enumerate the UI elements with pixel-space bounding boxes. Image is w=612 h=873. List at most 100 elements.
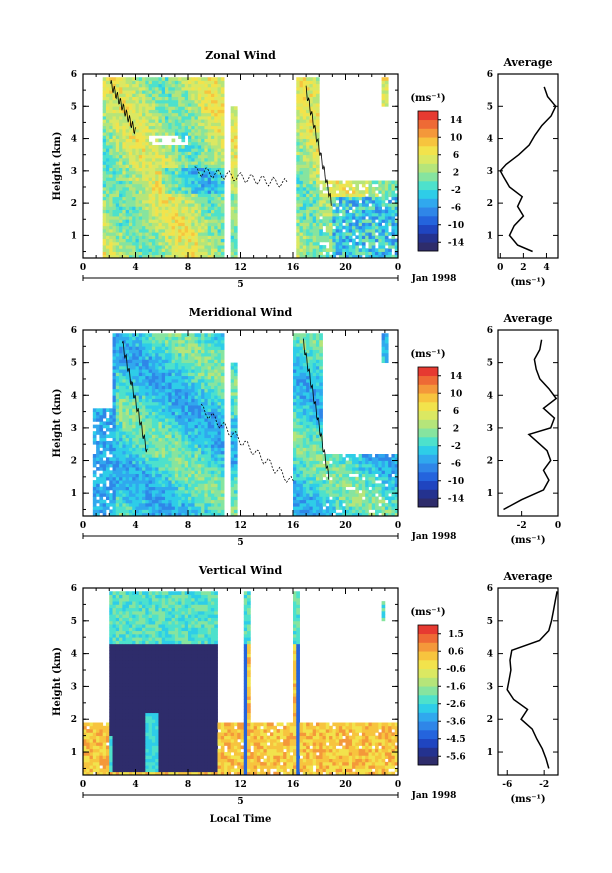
heatmap-cell (174, 496, 179, 501)
heatmap-cell (128, 411, 133, 416)
heatmap-cell (178, 196, 182, 201)
heatmap-cell (184, 86, 189, 91)
heatmap-cell (194, 186, 199, 191)
colorbar-swatch (418, 224, 438, 234)
heatmap-cell (92, 454, 97, 458)
heatmap-cell (233, 196, 238, 201)
heatmap-cell (168, 177, 172, 181)
heatmap-cell (302, 225, 307, 230)
heatmap-cell (102, 106, 107, 110)
heatmap-cell (171, 467, 176, 471)
heatmap-cell (371, 222, 376, 227)
heatmap-cell (122, 103, 127, 107)
heatmap-cell (184, 216, 189, 220)
heatmap-cell (138, 437, 143, 442)
heatmap-cell (119, 457, 123, 461)
heatmap-cell (142, 496, 146, 501)
heatmap-cell (181, 96, 186, 101)
heatmap-cell (230, 148, 235, 152)
heatmap-cell (194, 447, 199, 452)
heatmap-cell (204, 96, 209, 101)
heatmap-cell (220, 148, 225, 152)
heatmap-cell (112, 232, 117, 236)
heatmap-cell (158, 388, 163, 393)
heatmap-cell (214, 148, 218, 152)
heatmap-cell (306, 235, 310, 240)
heatmap-cell (115, 395, 120, 399)
heatmap-cell (158, 440, 163, 445)
heatmap-cell (148, 440, 153, 445)
heatmap-cell (138, 362, 143, 367)
heatmap-cell (184, 512, 189, 517)
heatmap-cell (355, 251, 360, 256)
heatmap-cell (368, 212, 373, 217)
heatmap-cell (122, 483, 127, 488)
heatmap-cell (174, 359, 179, 364)
heatmap-cell (312, 132, 317, 136)
heatmap-cell (197, 183, 202, 188)
heatmap-cell (174, 467, 179, 471)
heatmap-cell (142, 225, 146, 230)
heatmap-cell (361, 235, 366, 240)
heatmap-cell (105, 148, 110, 152)
heatmap-cell (191, 103, 195, 107)
heatmap-cell (345, 251, 350, 256)
heatmap-cell (378, 209, 382, 214)
heatmap-cell (165, 424, 169, 429)
heatmap-cell (135, 434, 140, 439)
heatmap-cell (197, 212, 202, 217)
heatmap-cell (158, 206, 163, 210)
heatmap-cell (119, 437, 123, 442)
heatmap-cell (197, 115, 202, 120)
heatmap-cell (214, 183, 218, 188)
heatmap-cell (112, 359, 117, 364)
heatmap-cell (174, 93, 179, 97)
heatmap-cell (132, 454, 136, 458)
heatmap-cell (325, 216, 330, 220)
heatmap-cell (230, 251, 235, 256)
heatmap-cell (210, 83, 215, 88)
heatmap-cell (122, 408, 127, 412)
heatmap-cell (148, 161, 153, 165)
heatmap-cell (355, 216, 360, 220)
heatmap-cell (115, 193, 120, 198)
heatmap-cell (92, 486, 97, 491)
heatmap-cell (151, 496, 156, 501)
heatmap-cell (132, 427, 136, 432)
heatmap-cell (358, 190, 363, 194)
heatmap-cell (105, 476, 110, 481)
heatmap-cell (122, 463, 127, 468)
heatmap-cell (138, 145, 143, 149)
heatmap-cell (296, 141, 300, 146)
heatmap-cell (299, 228, 304, 233)
heatmap-cell (338, 199, 343, 204)
heatmap-cell (375, 251, 379, 256)
heatmap-cell (171, 493, 176, 497)
heatmap-cell (197, 251, 202, 256)
heatmap-cell (201, 125, 205, 130)
heatmap-cell (122, 115, 127, 120)
heatmap-cell (384, 83, 389, 88)
heatmap-cell (168, 186, 172, 191)
heatmap-cell (119, 418, 123, 422)
heatmap-cell (142, 333, 146, 337)
heatmap-cell (181, 369, 186, 373)
heatmap-cell (171, 444, 176, 448)
heatmap-cell (220, 122, 225, 127)
heatmap-cell (230, 164, 235, 169)
heatmap-cell (158, 349, 163, 354)
heatmap-cell (105, 457, 110, 461)
heatmap-cell (375, 225, 379, 230)
heatmap-cell (214, 115, 218, 120)
heatmap-cell (188, 106, 192, 110)
heatmap-cell (204, 241, 209, 246)
heatmap-cell (335, 219, 340, 223)
heatmap-cell (384, 209, 389, 214)
heatmap-cell (135, 138, 140, 143)
heatmap-cell (296, 128, 300, 133)
heatmap-cell (155, 219, 159, 223)
heatmap-cell (201, 209, 205, 214)
heatmap-cell (230, 186, 235, 191)
heatmap-cell (142, 427, 146, 432)
heatmap-cell (188, 209, 192, 214)
